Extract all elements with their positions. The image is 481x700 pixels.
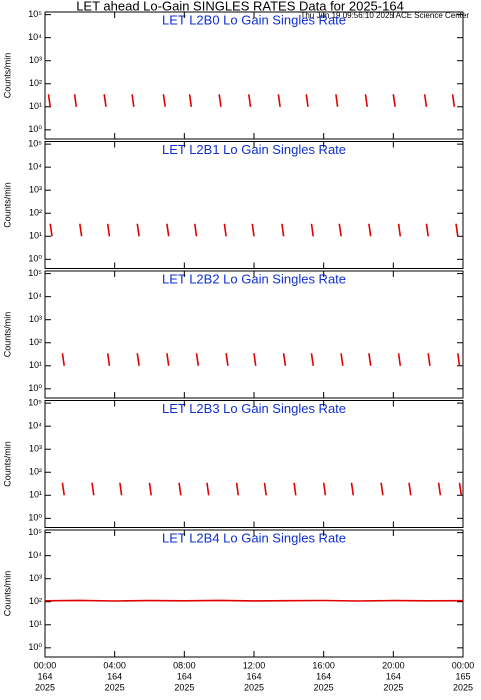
panel-title: LET L2B1 Lo Gain Singles Rate <box>162 142 346 157</box>
x-tick-label: 08:00 <box>173 660 196 670</box>
y-tick-label: 10² <box>29 78 42 88</box>
x-tick-year: 2025 <box>383 682 403 692</box>
y-tick-label: 10⁰ <box>28 254 42 264</box>
y-tick-label: 10⁵ <box>28 398 42 408</box>
y-tick-label: 10¹ <box>29 231 42 241</box>
y-tick-label: 10² <box>29 208 42 218</box>
x-tick-year: 2025 <box>35 682 55 692</box>
y-tick-label: 10³ <box>29 573 42 583</box>
x-tick-year: 2025 <box>244 682 264 692</box>
y-tick-label: 10² <box>29 337 42 347</box>
y-tick-label: 10² <box>29 467 42 477</box>
x-tick-day: 164 <box>316 671 331 681</box>
y-tick-label: 10¹ <box>29 101 42 111</box>
page-title: LET ahead Lo-Gain SINGLES RATES Data for… <box>76 0 404 13</box>
panel-title: LET L2B4 Lo Gain Singles Rate <box>162 530 346 545</box>
x-tick-label: 20:00 <box>382 660 405 670</box>
y-tick-label: 10⁰ <box>28 642 42 652</box>
y-tick-label: 10⁵ <box>28 139 42 149</box>
y-axis-label: Counts/min <box>2 182 12 228</box>
y-tick-label: 10¹ <box>29 619 42 629</box>
y-tick-label: 10⁵ <box>28 9 42 19</box>
y-tick-label: 10⁰ <box>28 383 42 393</box>
y-tick-label: 10⁴ <box>28 162 42 172</box>
y-tick-label: 10³ <box>29 185 42 195</box>
y-tick-label: 10¹ <box>29 490 42 500</box>
data-line <box>61 353 461 366</box>
x-tick-day: 164 <box>177 671 192 681</box>
x-tick-year: 2025 <box>314 682 334 692</box>
x-tick-label: 04:00 <box>103 660 126 670</box>
panel-title: LET L2B3 Lo Gain Singles Rate <box>162 401 346 416</box>
x-tick-year: 2025 <box>453 682 473 692</box>
x-tick-label: 00:00 <box>34 660 57 670</box>
y-tick-label: 10⁴ <box>28 32 42 42</box>
timestamp: Thu Jun 19 09:56:10 2025 ACE Science Cen… <box>300 11 469 20</box>
y-tick-label: 10⁵ <box>28 268 42 278</box>
y-tick-label: 10¹ <box>29 360 42 370</box>
x-tick-label: 16:00 <box>312 660 335 670</box>
y-axis-label: Counts/min <box>2 441 12 487</box>
x-tick-day: 164 <box>37 671 52 681</box>
x-tick-year: 2025 <box>174 682 194 692</box>
data-line <box>47 94 456 107</box>
y-tick-label: 10⁰ <box>28 124 42 134</box>
data-line <box>44 599 464 602</box>
y-tick-label: 10³ <box>29 444 42 454</box>
y-tick-label: 10⁴ <box>28 550 42 560</box>
x-tick-day: 165 <box>455 671 470 681</box>
x-tick-year: 2025 <box>105 682 125 692</box>
x-tick-label: 00:00 <box>452 660 475 670</box>
y-tick-label: 10⁴ <box>28 421 42 431</box>
x-tick-day: 164 <box>246 671 261 681</box>
y-axis-label: Counts/min <box>2 53 12 99</box>
x-tick-label: 12:00 <box>243 660 266 670</box>
y-tick-label: 10⁰ <box>28 513 42 523</box>
y-axis-label: Counts/min <box>2 571 12 617</box>
panel-title: LET L2B2 Lo Gain Singles Rate <box>162 271 346 286</box>
y-tick-label: 10⁴ <box>28 291 42 301</box>
data-line <box>49 223 459 237</box>
x-tick-day: 164 <box>386 671 401 681</box>
y-axis-label: Counts/min <box>2 312 12 358</box>
data-line <box>61 482 463 496</box>
y-tick-label: 10⁵ <box>28 527 42 537</box>
y-tick-label: 10³ <box>29 55 42 65</box>
y-tick-label: 10³ <box>29 314 42 324</box>
panel-title: LET L2B0 Lo Gain Singles Rate <box>162 12 346 27</box>
x-tick-day: 164 <box>107 671 122 681</box>
y-tick-label: 10² <box>29 596 42 606</box>
